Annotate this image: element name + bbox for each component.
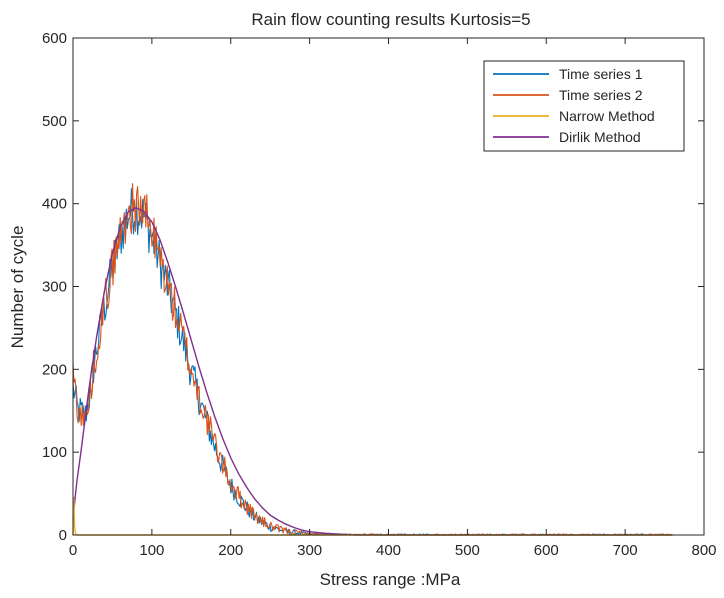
x-tick-label: 100 — [139, 542, 164, 559]
y-tick-label: 600 — [42, 30, 67, 47]
x-tick-label: 200 — [218, 542, 243, 559]
legend-label: Dirlik Method — [559, 129, 641, 145]
x-tick-label: 300 — [297, 542, 322, 559]
legend-box — [483, 60, 685, 152]
legend: Time series 1 Time series 2 Narrow Method D… — [483, 60, 685, 152]
legend-label: Time series 1 — [559, 66, 643, 82]
legend-label: Time series 2 — [559, 87, 643, 103]
x-tick-label: 400 — [376, 542, 401, 559]
y-axis-title: Number of cycle — [8, 226, 27, 349]
y-tick-label: 400 — [42, 196, 67, 213]
legend-label: Narrow Method — [559, 108, 655, 124]
y-tick-label: 200 — [42, 361, 67, 378]
plot-area: 0 100 200 300 400 500 600 700 800 0 100 200 300 400 50… — [42, 30, 717, 559]
x-tick-label: 700 — [613, 542, 638, 559]
y-axis-title-group: Number of cycle — [8, 226, 27, 349]
x-tick-label: 800 — [691, 542, 716, 559]
x-tick-label: 600 — [534, 542, 559, 559]
x-axis-title: Stress range :MPa — [320, 570, 461, 589]
y-tick-label: 500 — [42, 113, 67, 130]
x-tick-label: 500 — [455, 542, 480, 559]
y-tick-label: 300 — [42, 279, 67, 296]
y-tick-label: 100 — [42, 444, 67, 461]
y-tick-label: 0 — [59, 527, 67, 544]
chart-title: Rain flow counting results Kurtosis=5 — [251, 10, 530, 29]
x-tick-label: 0 — [69, 542, 77, 559]
